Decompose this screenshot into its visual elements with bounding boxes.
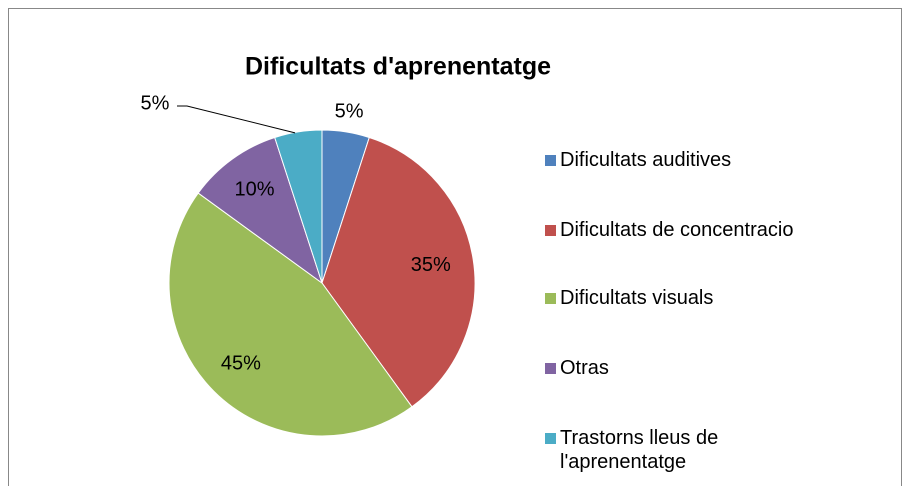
leader-line [177,105,296,134]
legend-label: Trastorns lleus de l'aprenentatge [560,427,719,473]
legend-label: Otras [560,357,609,379]
legend-swatch [545,433,556,444]
pie-slice [321,136,476,408]
data-label: 45% [221,352,261,374]
data-label: 35% [411,254,451,276]
chart-title: Dificultats d'aprenentatge [245,53,551,81]
legend-label: Dificultats de concentracio [560,219,794,241]
legend-swatch [545,363,556,374]
legend-label: Dificultats auditives [560,149,732,171]
pie-slice [274,129,323,284]
pie-slice [197,136,323,285]
legend-label: Dificultats visuals [560,287,714,309]
data-label: 5% [335,101,364,123]
legend-swatch [545,155,556,166]
legend-swatch [545,225,556,236]
pie-slice [168,192,413,437]
data-label: 5% [141,92,170,114]
legend-swatch [545,293,556,304]
data-label: 10% [235,178,275,200]
